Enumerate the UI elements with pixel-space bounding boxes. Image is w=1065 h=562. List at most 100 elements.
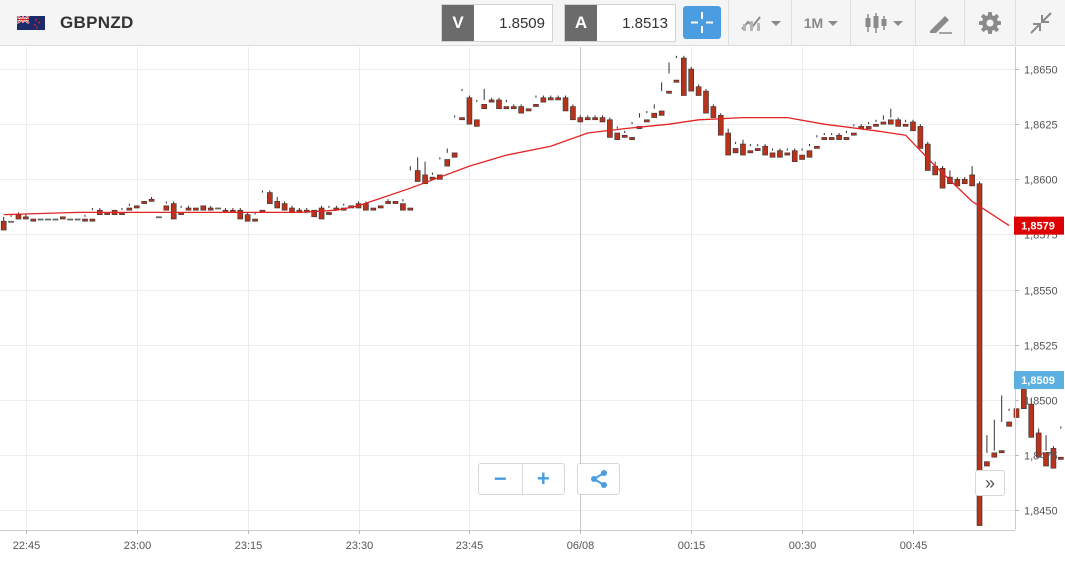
candle <box>518 104 524 114</box>
zoom-in-button[interactable]: + <box>521 464 565 494</box>
chart-type-selector[interactable] <box>851 0 915 46</box>
collapse-button[interactable] <box>1016 0 1065 46</box>
share-button[interactable] <box>577 463 620 495</box>
candle-body-down <box>23 216 29 220</box>
candle-body-down <box>126 207 133 211</box>
candle <box>163 201 170 211</box>
candle <box>133 205 140 209</box>
candle-body-down <box>281 203 288 211</box>
scroll-to-latest-button[interactable]: » <box>975 470 1005 496</box>
candle-body-down <box>910 121 916 132</box>
indicators-icon <box>740 16 761 31</box>
candle <box>902 119 909 127</box>
time-tick-label: 00:45 <box>900 540 928 552</box>
candle-body-down <box>969 174 975 187</box>
candle <box>45 218 51 221</box>
candle <box>318 205 325 220</box>
price-tick-label: 1,8625 <box>1024 120 1058 132</box>
price-tick-label: 1,8450 <box>1024 506 1058 518</box>
candle-body-down <box>1035 432 1042 458</box>
candle <box>414 157 421 182</box>
candle <box>252 212 258 222</box>
candle-body-down <box>725 132 731 156</box>
candle-body-down <box>30 218 37 222</box>
timeframe-selector[interactable]: 1M <box>792 0 850 46</box>
candle-body-down <box>400 203 406 211</box>
candle <box>1058 426 1064 460</box>
candle <box>910 119 916 132</box>
candle-body-down <box>984 461 990 467</box>
time-tick-label: 00:30 <box>789 540 817 552</box>
candle-body-down <box>1006 421 1012 427</box>
candle <box>407 166 414 211</box>
moving-average-price-label-text: 1,8579 <box>1021 221 1055 233</box>
price-axis[interactable]: 1,86501,86251,86001,85751,85501,85251,85… <box>1015 65 1058 518</box>
candle <box>0 216 7 231</box>
candle <box>422 161 428 185</box>
price-chart[interactable]: 1,86501,86251,86001,85751,85501,85251,85… <box>0 47 1065 562</box>
collapse-arrows-icon <box>1029 12 1052 34</box>
indicators-button[interactable] <box>729 0 791 46</box>
candle-body-down <box>89 218 96 222</box>
candle-body-down <box>459 117 465 121</box>
candle <box>762 144 768 156</box>
time-tick-label: 06/08 <box>567 540 595 552</box>
candle <box>89 208 96 222</box>
candle <box>207 205 214 211</box>
candle-body-down <box>570 106 576 121</box>
settings-button[interactable] <box>965 0 1015 46</box>
candle <box>799 148 805 160</box>
sell-price-button[interactable]: V 1.8509 <box>441 4 553 42</box>
candle <box>141 201 147 204</box>
time-tick-label: 22:45 <box>13 540 41 552</box>
candle <box>244 212 251 222</box>
candle <box>1050 446 1057 469</box>
candle-body-down <box>0 220 7 231</box>
candle-body-up <box>45 218 51 221</box>
candle-body-down <box>1028 403 1035 438</box>
candle-body-down <box>717 115 724 136</box>
candle <box>747 144 754 154</box>
crosshair-button[interactable] <box>683 6 721 39</box>
candle <box>23 214 29 220</box>
timeframe-label: 1M <box>803 15 824 31</box>
candle-body-down <box>747 150 754 154</box>
candle <box>178 205 184 215</box>
plus-icon: + <box>536 466 550 491</box>
candle <box>60 216 66 220</box>
candle <box>984 435 990 467</box>
candle <box>644 110 650 123</box>
candle-body-down <box>836 134 842 140</box>
candle <box>274 196 281 209</box>
time-axis[interactable]: 22:45 23:00 23:15 23:30 23:45 06/08 00:15 00:30… <box>13 530 928 552</box>
candle <box>451 115 458 158</box>
candle <box>67 218 74 221</box>
candle-body-down <box>961 179 968 185</box>
price-tick-label: 1,8475 <box>1024 451 1058 463</box>
candle <box>200 205 207 211</box>
current-price-label: 1,8509 <box>1014 371 1064 390</box>
candle-body-down <box>518 106 524 114</box>
candle-body-down <box>525 108 532 112</box>
candle <box>148 196 155 202</box>
candle <box>429 172 436 180</box>
candle <box>1043 435 1049 467</box>
candle-body-down <box>939 168 946 189</box>
candle-body-down <box>784 152 791 156</box>
buy-price-button[interactable]: A 1.8513 <box>564 4 676 42</box>
candle <box>230 208 236 213</box>
candle-body-down <box>244 214 251 222</box>
candle <box>592 115 598 121</box>
candle-body-down <box>688 68 695 92</box>
candle <box>259 190 266 213</box>
candle <box>562 95 569 112</box>
candle <box>119 208 125 215</box>
candle-body-up <box>52 218 59 221</box>
zoom-out-button[interactable]: − <box>479 464 522 494</box>
candle-body-down <box>414 170 421 182</box>
candle <box>703 88 709 114</box>
candle <box>170 201 177 220</box>
drawing-tools-button[interactable] <box>916 0 964 46</box>
candle-body-down <box>510 106 517 110</box>
